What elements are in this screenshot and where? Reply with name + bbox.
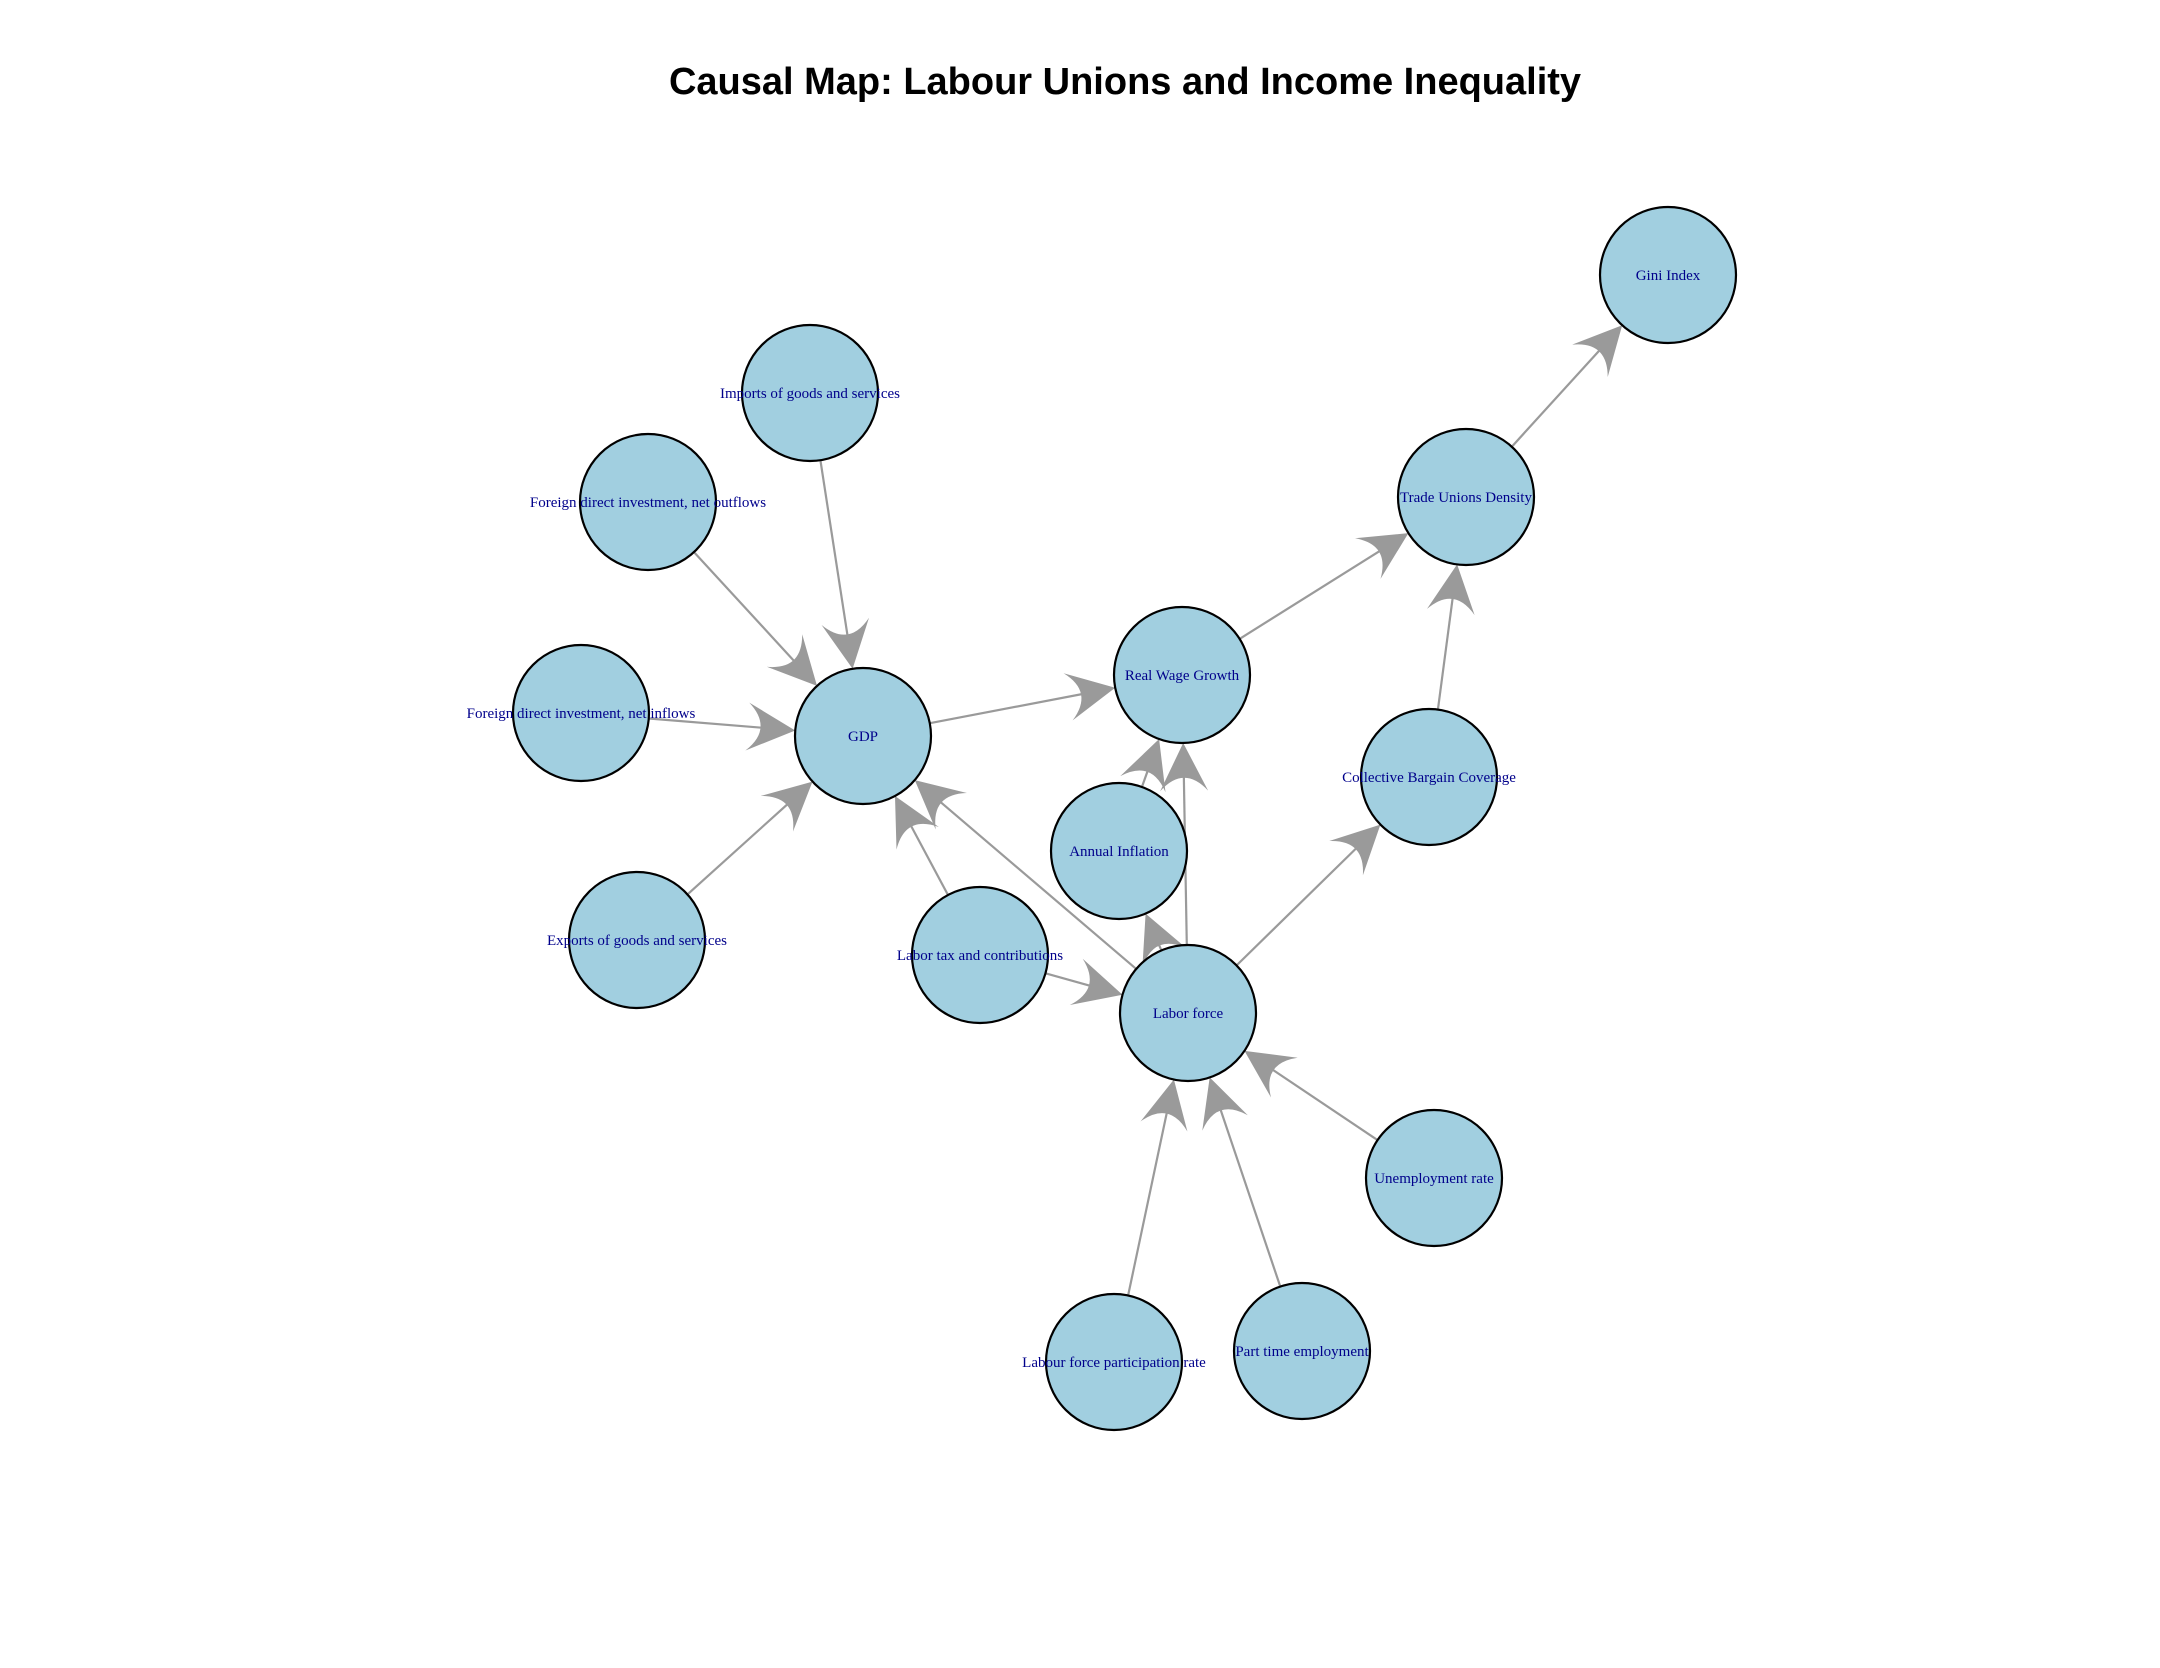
arrowhead [1069,958,1123,1005]
node-circle [1359,707,1499,847]
arrowhead [1244,1050,1298,1098]
arrowhead [1142,913,1187,968]
edge-labor_force-to-collective [1235,824,1381,967]
node-label: Part time employment [1235,1344,1369,1360]
node-label: Real Wage Growth [1125,668,1240,684]
node-gini: Gini Index [1598,205,1738,345]
edge-line [1215,1096,1282,1287]
arrowhead [1160,743,1209,792]
node-circle [1598,205,1738,345]
node-inflation: Annual Inflation [1049,781,1189,921]
node-label: Labor force [1153,1006,1224,1022]
edge-inflation-to-real_wage [1120,739,1166,793]
node-circle [578,432,718,572]
edge-trade_unions-to-gini [1510,325,1623,448]
node-imports: Imports of goods and services [720,323,900,463]
edge-gdp-to-real_wage [929,673,1116,725]
arrowhead [766,634,817,686]
node-fdi-out: Foreign direct investment, net outflows [530,432,766,572]
edge-line [1260,1061,1379,1142]
arrowhead [914,780,967,830]
edge-line [648,717,776,730]
node-fdi-in: Foreign direct investment, net inflows [467,643,696,783]
node-exports: Exports of goods and services [547,870,727,1010]
edge-labor_force-to-inflation [1142,913,1187,968]
node-part-time: Part time employment [1232,1281,1372,1421]
edge-line [929,792,1137,970]
node-label: Imports of goods and services [720,386,900,402]
node-collective: Collective Bargain Coverage [1342,707,1516,847]
edge-labor_tax-to-gdp [895,796,949,896]
node-unemployment: Unemployment rate [1364,1108,1504,1248]
node-label: Gini Index [1636,268,1701,284]
arrowhead [821,617,869,669]
node-labor-tax: Labor tax and contributions [897,885,1063,1025]
edge-imports-to-gdp [819,460,869,669]
edge-part_time-to-labor_force [1202,1077,1282,1287]
node-circle [1364,1108,1504,1248]
diagram-title: Causal Map: Labour Unions and Income Ine… [669,61,1581,103]
edge-exports-to-gdp [686,781,813,896]
node-label: Labor tax and contributions [897,948,1063,964]
node-circle [1118,943,1258,1083]
node-circle [740,323,880,463]
edge-line [1510,339,1610,448]
node-circle [1112,605,1252,745]
node-real-wage: Real Wage Growth [1112,605,1252,745]
node-circle [1232,1281,1372,1421]
node-circle [793,666,933,806]
node-circle [1044,1292,1184,1432]
edge-line [693,551,805,672]
nodes-layer: Gini Index Imports of goods and services T… [467,205,1738,1432]
node-label: Collective Bargain Coverage [1342,770,1516,786]
arrowhead [1202,1077,1248,1131]
edge-line [903,813,949,896]
node-label: Unemployment rate [1374,1171,1494,1187]
node-lfpr: Labour force participation rate [1022,1292,1206,1432]
arrowhead [1329,824,1381,876]
node-circle [511,643,651,783]
node-label: Foreign direct investment, net outflows [530,495,766,511]
arrowhead [1140,1079,1188,1132]
edge-labor_force-to-gdp [914,780,1137,970]
arrowhead [760,781,813,832]
node-label: Annual Inflation [1069,844,1169,860]
edge-lfpr-to-labor_force [1127,1079,1188,1296]
arrowhead [1427,564,1475,616]
node-label: GDP [848,729,878,745]
edge-labor_tax-to-labor_force [1045,958,1123,1005]
node-circle [1049,781,1189,921]
edge-fdi_in-to-gdp [648,702,796,751]
node-label: Labour force participation rate [1022,1355,1206,1371]
node-circle [567,870,707,1010]
node-label: Exports of goods and services [547,933,727,949]
node-label: Trade Unions Density [1400,490,1532,506]
edges-layer [648,325,1623,1296]
edge-collective-to-trade_unions [1427,564,1475,710]
edge-line [1239,542,1392,640]
node-label: Foreign direct investment, net inflows [467,706,696,722]
arrowhead [1120,739,1166,793]
edge-line [1127,1098,1171,1296]
edge-line [1235,837,1367,967]
edge-line [819,460,851,650]
edge-line [929,690,1096,725]
node-labor-force: Labor force [1118,943,1258,1083]
edge-line [686,794,799,896]
arrowhead [1355,533,1409,579]
edge-line [1436,584,1456,710]
node-gdp: GDP [793,666,933,806]
edge-real_wage-to-trade_unions [1239,533,1409,640]
edge-unemployment-to-labor_force [1244,1050,1379,1142]
node-circle [1396,427,1536,567]
arrowhead [895,796,939,850]
arrowhead [1063,673,1116,721]
edge-fdi_out-to-gdp [693,551,817,686]
arrowhead [745,702,796,751]
node-trade-unions: Trade Unions Density [1396,427,1536,567]
node-circle [910,885,1050,1025]
arrowhead [1572,325,1623,377]
